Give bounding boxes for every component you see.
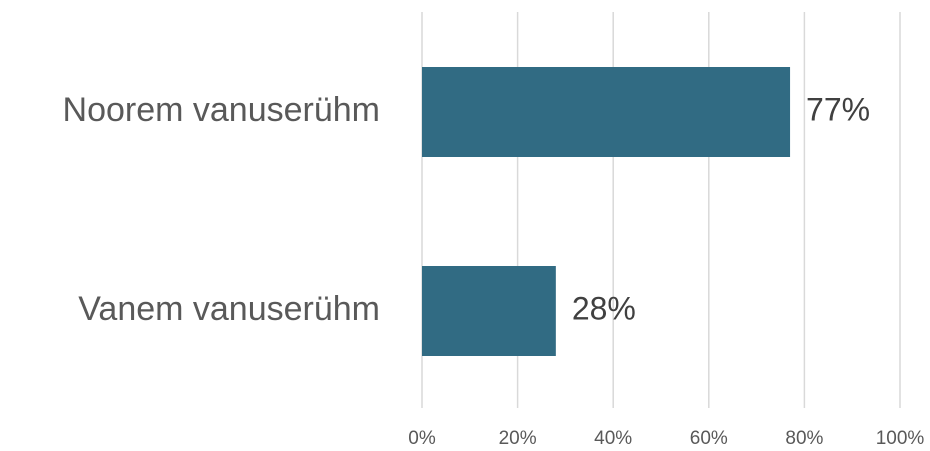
x-tick-label: 100% [876, 428, 925, 449]
x-tick-label: 40% [594, 428, 632, 449]
category-label: Vanem vanuserühm [78, 290, 380, 328]
labels: 0% 20% 40% 60% 80% 100% Noorem vanuserühm 77% Va… [63, 91, 925, 449]
x-tick-label: 20% [499, 428, 537, 449]
bars [422, 67, 791, 356]
x-tick-label: 60% [690, 428, 728, 449]
data-label: 77% [806, 91, 870, 127]
bar [422, 266, 556, 356]
x-tick-label: 80% [785, 428, 823, 449]
x-tick-label: 0% [408, 428, 436, 449]
data-label: 28% [572, 290, 636, 326]
bar [422, 67, 791, 157]
category-label: Noorem vanuserühm [63, 91, 380, 129]
